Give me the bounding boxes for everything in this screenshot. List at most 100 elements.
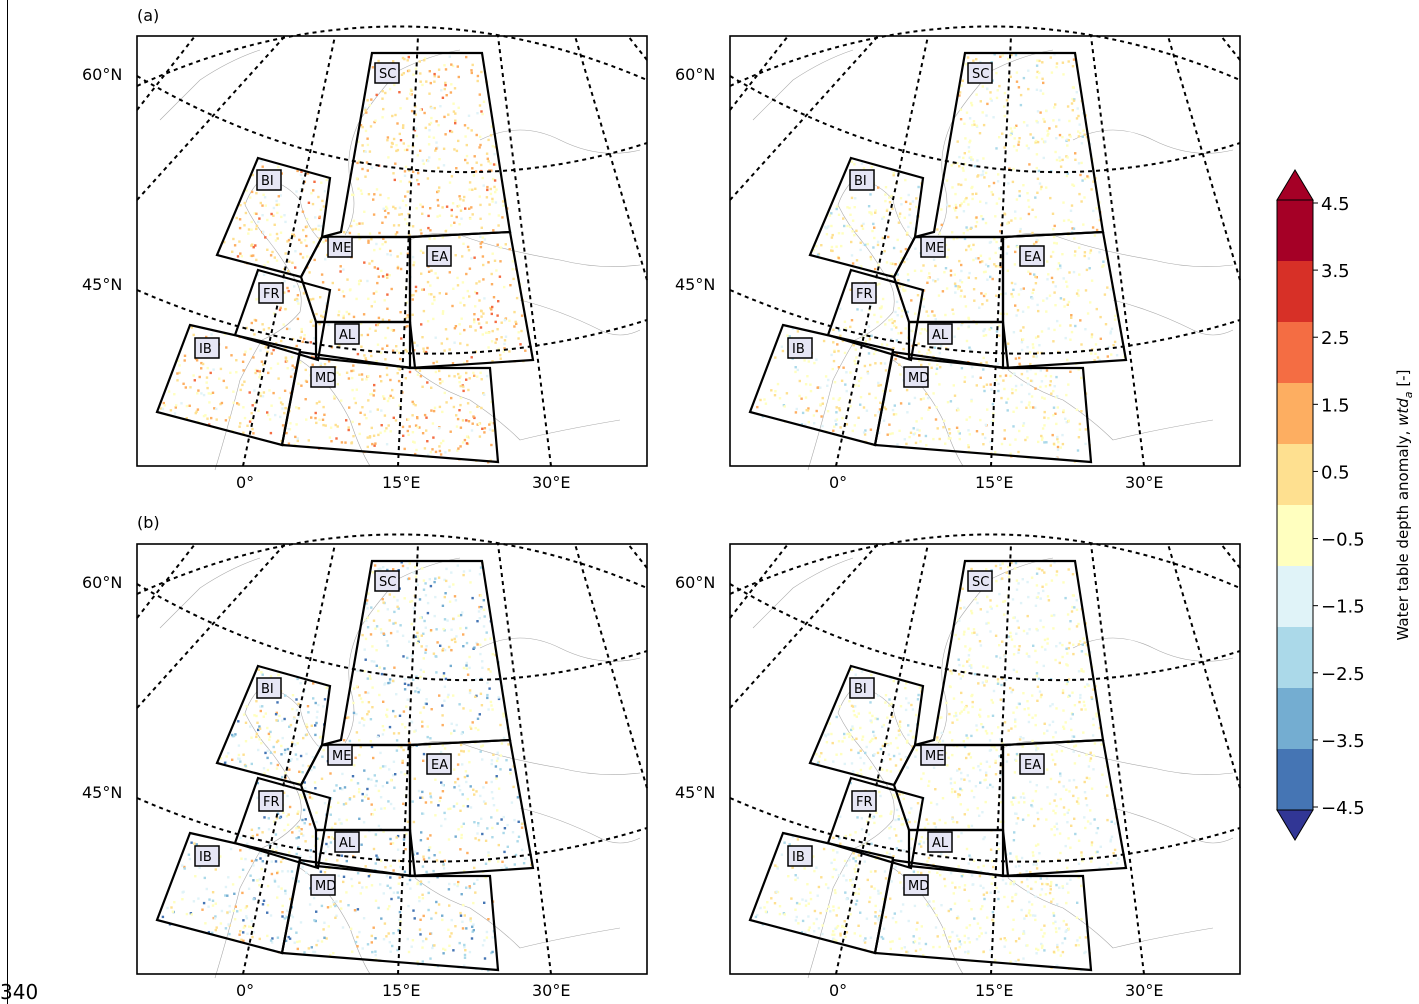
data-pixel xyxy=(480,226,483,229)
data-pixel xyxy=(830,236,834,239)
data-pixel xyxy=(938,716,941,720)
data-pixel xyxy=(893,324,896,327)
data-pixel xyxy=(794,919,798,922)
data-pixel xyxy=(428,237,431,240)
data-pixel xyxy=(488,203,491,206)
data-pixel xyxy=(393,595,396,599)
data-pixel xyxy=(401,56,405,60)
data-pixel xyxy=(874,211,877,214)
data-pixel xyxy=(243,224,246,227)
data-pixel xyxy=(495,759,499,763)
data-pixel xyxy=(252,879,255,882)
data-pixel xyxy=(171,910,175,913)
data-pixel xyxy=(1027,720,1031,724)
data-pixel xyxy=(375,779,378,783)
data-pixel xyxy=(1000,442,1004,446)
data-pixel xyxy=(342,880,345,884)
data-pixel xyxy=(342,295,346,298)
data-pixel xyxy=(925,818,928,821)
data-pixel xyxy=(413,341,416,344)
data-pixel xyxy=(404,377,407,380)
data-pixel xyxy=(327,925,330,928)
data-pixel xyxy=(317,703,320,707)
data-pixel xyxy=(491,950,494,954)
data-pixel xyxy=(190,326,194,329)
data-pixel xyxy=(303,337,306,341)
data-pixel xyxy=(985,361,988,364)
data-pixel xyxy=(985,383,989,386)
data-pixel xyxy=(381,318,385,321)
data-pixel xyxy=(291,368,294,371)
data-pixel xyxy=(307,201,311,204)
data-pixel xyxy=(195,843,198,846)
data-pixel xyxy=(1038,852,1041,855)
data-pixel xyxy=(867,205,871,208)
panel-label-b: (b) xyxy=(137,513,160,532)
data-pixel xyxy=(232,237,235,241)
data-pixel xyxy=(473,321,476,324)
data-pixel xyxy=(363,648,366,651)
data-pixel xyxy=(1004,882,1008,885)
data-pixel xyxy=(399,139,403,142)
data-pixel xyxy=(1029,272,1032,276)
data-pixel xyxy=(304,368,307,372)
data-pixel xyxy=(906,818,909,822)
region-outline-md xyxy=(280,858,500,972)
data-pixel xyxy=(1083,254,1086,258)
data-pixel xyxy=(425,80,428,83)
data-pixel xyxy=(176,372,179,375)
data-pixel xyxy=(841,232,844,235)
data-pixel xyxy=(517,331,520,334)
data-pixel xyxy=(890,328,893,331)
data-pixel xyxy=(1036,191,1039,194)
data-pixel xyxy=(1036,59,1039,62)
data-pixel xyxy=(458,223,461,226)
data-pixel xyxy=(989,783,992,787)
data-pixel xyxy=(367,710,370,713)
data-pixel xyxy=(1002,379,1005,382)
data-pixel xyxy=(899,197,903,200)
data-pixel xyxy=(443,349,446,352)
data-pixel xyxy=(466,360,469,363)
data-pixel xyxy=(352,795,356,798)
data-pixel xyxy=(249,347,252,351)
data-pixel xyxy=(441,744,444,747)
data-pixel xyxy=(389,778,393,782)
data-pixel xyxy=(831,933,834,936)
data-pixel xyxy=(1052,228,1055,231)
data-pixel xyxy=(491,708,494,711)
data-pixel xyxy=(382,601,385,604)
data-pixel xyxy=(927,396,930,400)
data-pixel xyxy=(1025,144,1029,147)
data-pixel xyxy=(987,265,990,268)
data-pixel xyxy=(432,361,435,365)
data-pixel xyxy=(381,221,384,224)
data-pixel xyxy=(890,273,893,276)
data-pixel xyxy=(496,809,499,812)
data-pixel xyxy=(957,430,960,433)
data-pixel xyxy=(300,330,303,333)
data-pixel xyxy=(283,214,286,217)
data-pixel xyxy=(381,243,384,246)
data-pixel xyxy=(241,868,245,871)
data-pixel xyxy=(898,725,902,729)
data-pixel xyxy=(1067,218,1070,222)
data-pixel xyxy=(330,826,334,830)
data-pixel xyxy=(306,172,310,175)
data-pixel xyxy=(317,224,320,228)
data-pixel xyxy=(340,441,344,444)
data-pixel xyxy=(491,360,494,363)
data-pixel xyxy=(398,859,401,863)
data-pixel xyxy=(1054,304,1057,307)
data-pixel xyxy=(426,177,430,180)
data-pixel xyxy=(920,871,923,875)
data-pixel xyxy=(809,389,813,393)
data-pixel xyxy=(1062,73,1065,76)
data-pixel xyxy=(364,129,368,133)
data-pixel xyxy=(280,439,283,443)
data-pixel xyxy=(1084,289,1088,292)
data-pixel xyxy=(481,666,484,669)
data-pixel xyxy=(417,789,421,793)
data-pixel xyxy=(413,261,416,264)
data-pixel xyxy=(986,87,989,90)
